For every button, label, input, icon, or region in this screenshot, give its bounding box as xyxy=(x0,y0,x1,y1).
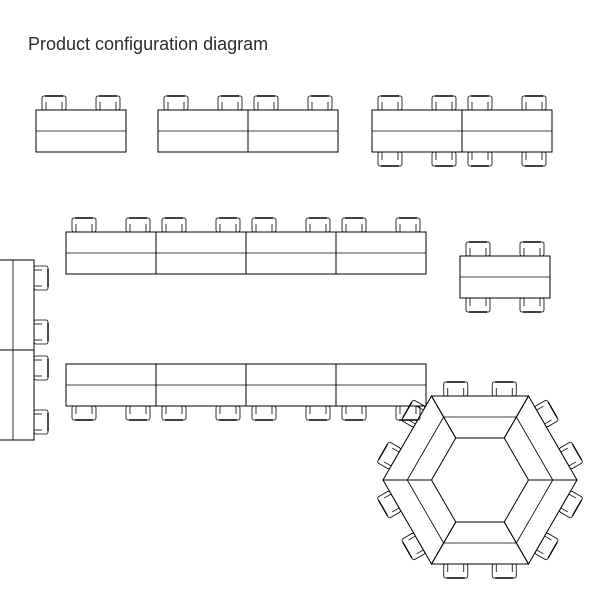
config-small-2x2 xyxy=(460,242,550,312)
diagram-stage xyxy=(0,0,600,600)
config-hexagon xyxy=(371,382,589,578)
config-u-left xyxy=(0,260,48,440)
config-single xyxy=(36,96,126,152)
config-pair-inline xyxy=(158,96,338,152)
config-quad-2x2 xyxy=(372,96,552,166)
config-u-top xyxy=(66,218,426,274)
config-u-bottom xyxy=(66,364,426,420)
